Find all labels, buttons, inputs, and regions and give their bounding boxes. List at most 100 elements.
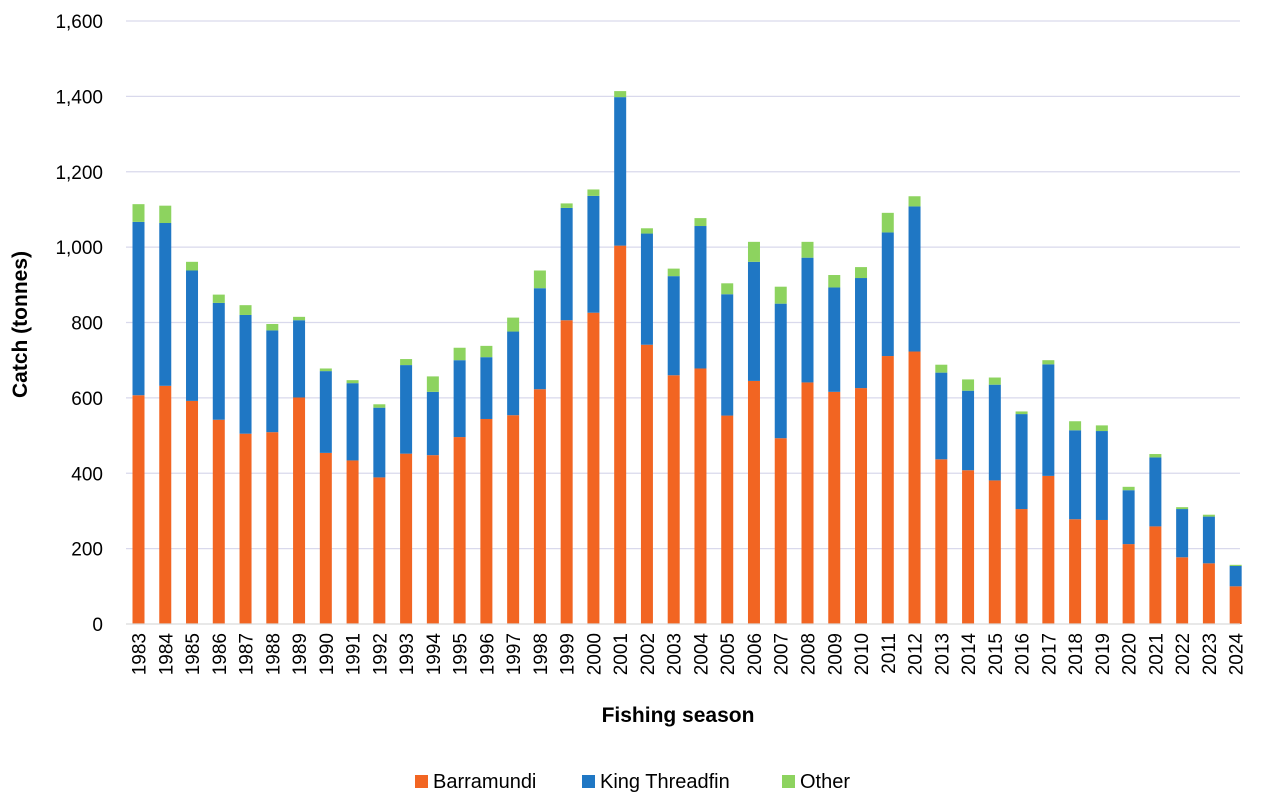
x-tick-label: 2010	[852, 633, 873, 675]
x-tick-label: 2002	[638, 633, 659, 675]
bar-other	[1122, 486, 1135, 491]
y-tick-label: 1,400	[55, 87, 103, 108]
bar-king-threadfin	[1202, 516, 1215, 564]
bar-other	[935, 364, 948, 373]
x-tick-label: 2007	[772, 633, 793, 675]
bar-king-threadfin	[1176, 509, 1189, 558]
bar-king-threadfin	[293, 320, 306, 398]
x-tick-label: 2020	[1120, 633, 1141, 675]
bar-other	[801, 241, 814, 258]
bar-other	[1069, 421, 1082, 431]
bar-barramundi	[1015, 509, 1028, 624]
bar-king-threadfin	[855, 278, 868, 389]
bar-other	[212, 294, 225, 303]
bar-barramundi	[855, 388, 868, 624]
bar-barramundi	[1149, 526, 1162, 624]
x-tick-label: 1995	[451, 633, 472, 675]
bar-barramundi	[1229, 586, 1242, 624]
bar-king-threadfin	[266, 330, 279, 433]
x-tick-label: 2003	[665, 633, 686, 675]
bar-king-threadfin	[694, 226, 707, 369]
bar-barramundi	[587, 312, 600, 624]
y-tick-label: 1,000	[55, 238, 103, 259]
bar-king-threadfin	[239, 314, 252, 434]
x-tick-label: 1989	[290, 633, 311, 675]
x-tick-label: 2004	[691, 633, 712, 676]
legend-swatch	[415, 775, 428, 788]
bar-other	[988, 377, 1001, 385]
legend-label: Barramundi	[433, 771, 536, 793]
bar-king-threadfin	[747, 261, 760, 381]
y-tick-label: 1,600	[55, 12, 103, 33]
bar-king-threadfin	[828, 287, 841, 392]
bar-barramundi	[1069, 519, 1082, 624]
bar-barramundi	[239, 433, 252, 624]
x-tick-label: 1983	[130, 633, 151, 675]
bar-barramundi	[453, 437, 466, 624]
bar-other	[667, 268, 680, 277]
bar-barramundi	[801, 382, 814, 624]
bar-king-threadfin	[881, 232, 894, 357]
bar-barramundi	[962, 470, 975, 624]
bar-other	[908, 196, 921, 207]
bar-other	[400, 359, 413, 366]
legend-label: King Threadfin	[600, 771, 730, 793]
x-tick-label: 1996	[477, 633, 498, 675]
x-tick-label: 2021	[1146, 633, 1167, 675]
bar-other	[453, 347, 466, 361]
bar-barramundi	[480, 418, 493, 624]
x-tick-label: 2009	[825, 633, 846, 675]
x-tick-label: 1990	[317, 633, 338, 675]
bar-barramundi	[560, 320, 573, 624]
bar-king-threadfin	[908, 206, 921, 352]
bar-king-threadfin	[507, 331, 520, 416]
bar-king-threadfin	[1069, 430, 1082, 520]
bar-barramundi	[266, 432, 279, 624]
bar-barramundi	[533, 389, 546, 624]
bar-other	[239, 305, 252, 315]
bars	[132, 91, 1242, 624]
bar-barramundi	[935, 459, 948, 624]
x-tick-label: 2011	[879, 633, 900, 674]
x-tick-label: 1999	[558, 633, 579, 675]
y-axis-ticks: 0 200 400 600 800 1,000 1,200 1,400 1,600	[55, 12, 103, 636]
bar-barramundi	[212, 419, 225, 624]
bar-king-threadfin	[721, 294, 734, 416]
bar-other	[747, 241, 760, 262]
bar-barramundi	[908, 351, 921, 624]
bar-other	[1149, 454, 1162, 458]
x-tick-label: 2018	[1066, 633, 1087, 675]
y-tick-label: 1,200	[55, 163, 103, 184]
y-tick-label: 400	[71, 464, 103, 485]
bar-barramundi	[1176, 557, 1189, 624]
x-tick-label: 1993	[397, 633, 418, 675]
bar-barramundi	[694, 368, 707, 624]
legend-item: Barramundi	[415, 771, 536, 793]
x-tick-label: 1998	[531, 633, 552, 675]
bar-barramundi	[1202, 563, 1215, 624]
x-tick-label: 1986	[210, 633, 231, 675]
bar-other	[560, 203, 573, 208]
bar-barramundi	[373, 477, 386, 624]
y-tick-label: 800	[71, 314, 103, 335]
bar-king-threadfin	[774, 303, 787, 439]
bar-barramundi	[640, 344, 653, 624]
bar-barramundi	[319, 452, 332, 624]
bar-barramundi	[1122, 544, 1135, 624]
x-tick-label: 2016	[1013, 633, 1034, 675]
bar-barramundi	[132, 395, 145, 624]
x-tick-label: 2013	[932, 633, 953, 675]
bar-king-threadfin	[587, 195, 600, 313]
x-tick-label: 2019	[1093, 633, 1114, 675]
x-axis-title: Fishing season	[602, 704, 755, 727]
y-tick-label: 0	[92, 615, 103, 636]
legend: Barramundi King Threadfin Other	[415, 771, 850, 793]
y-tick-label: 600	[71, 389, 103, 410]
x-tick-label: 2015	[986, 633, 1007, 675]
bar-other	[614, 91, 627, 98]
bar-barramundi	[186, 400, 199, 624]
bar-barramundi	[159, 385, 172, 624]
y-tick-label: 200	[71, 540, 103, 561]
bar-king-threadfin	[560, 207, 573, 321]
